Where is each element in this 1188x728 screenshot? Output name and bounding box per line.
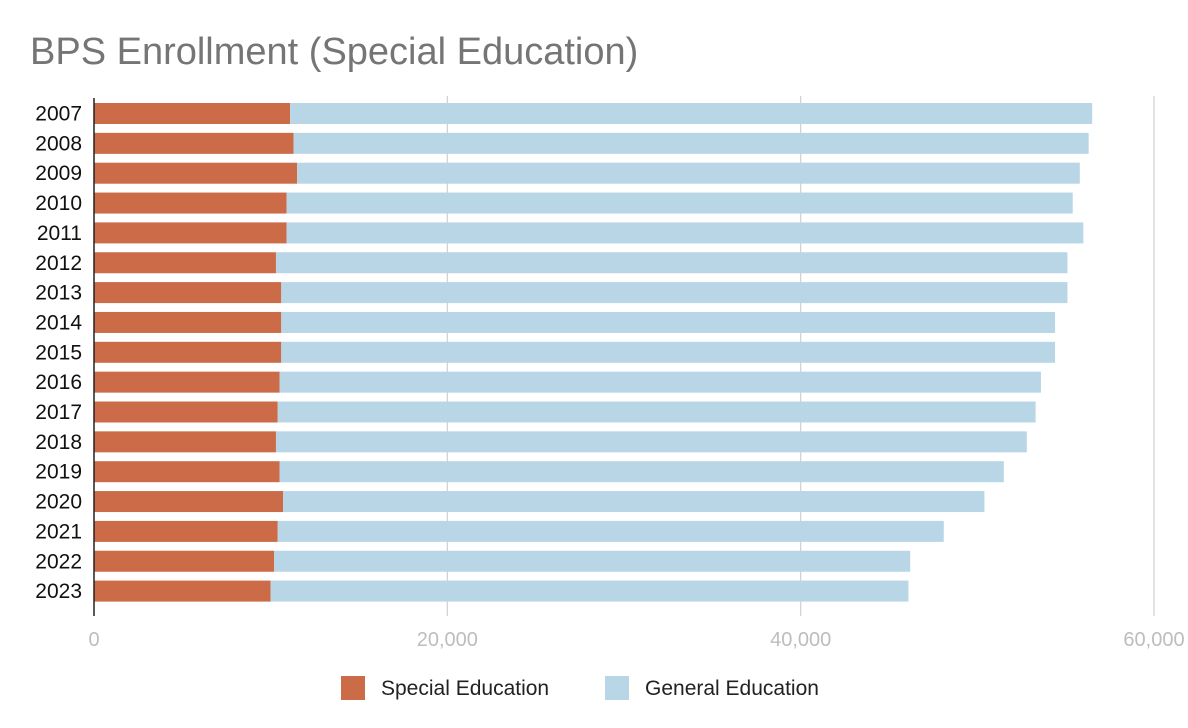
bar-special-education bbox=[94, 132, 294, 154]
bar-general-education bbox=[277, 520, 944, 542]
category-label: 2021 bbox=[35, 520, 82, 543]
bar-general-education bbox=[275, 252, 1068, 274]
bar-special-education bbox=[94, 580, 271, 602]
bar-general-education bbox=[270, 580, 909, 602]
category-label: 2019 bbox=[35, 461, 82, 484]
category-label: 2023 bbox=[35, 580, 82, 603]
category-label: 2015 bbox=[35, 341, 82, 364]
category-label: 2009 bbox=[35, 162, 82, 185]
bar-special-education bbox=[94, 461, 280, 483]
bar-general-education bbox=[274, 550, 911, 572]
category-label: 2010 bbox=[35, 192, 82, 215]
category-label: 2013 bbox=[35, 282, 82, 305]
bar-general-education bbox=[277, 401, 1036, 423]
bar-general-education bbox=[281, 311, 1056, 333]
bar-special-education bbox=[94, 103, 291, 124]
bar-general-education bbox=[275, 431, 1027, 453]
bar-special-education bbox=[94, 311, 282, 333]
bar-special-education bbox=[94, 520, 278, 542]
bar-special-education bbox=[94, 252, 276, 274]
chart-title: BPS Enrollment (Special Education) bbox=[30, 31, 638, 73]
x-tick-label: 0 bbox=[88, 629, 99, 651]
category-label: 2008 bbox=[35, 132, 82, 155]
bar-special-education bbox=[94, 282, 282, 304]
legend-label: General Education bbox=[645, 677, 819, 700]
bar-special-education bbox=[94, 192, 287, 214]
legend: Special Education General Education bbox=[341, 676, 819, 700]
bar-special-education bbox=[94, 371, 280, 393]
x-tick-label: 60,000 bbox=[1123, 629, 1184, 651]
bar-general-education bbox=[281, 282, 1068, 304]
bars bbox=[94, 103, 1093, 602]
bar-general-education bbox=[286, 192, 1073, 214]
category-label: 2017 bbox=[35, 401, 82, 424]
x-tick-labels: 0 20,000 40,000 60,000 bbox=[88, 629, 1184, 651]
bar-special-education bbox=[94, 401, 278, 423]
bar-general-education bbox=[286, 222, 1084, 244]
legend-label: Special Education bbox=[381, 677, 549, 700]
bar-special-education bbox=[94, 431, 276, 453]
bar-general-education bbox=[293, 132, 1089, 154]
bar-general-education bbox=[281, 341, 1056, 363]
bar-general-education bbox=[279, 371, 1041, 393]
bar-general-education bbox=[279, 461, 1004, 483]
category-label: 2012 bbox=[35, 252, 82, 275]
bar-special-education bbox=[94, 222, 287, 244]
legend-swatch bbox=[605, 676, 629, 700]
category-label: 2007 bbox=[35, 103, 82, 126]
bar-general-education bbox=[297, 162, 1080, 184]
bar-special-education bbox=[94, 341, 282, 363]
category-label: 2018 bbox=[35, 431, 82, 454]
category-label: 2020 bbox=[35, 491, 82, 514]
bar-special-education bbox=[94, 162, 298, 184]
category-label: 2022 bbox=[35, 550, 82, 573]
bar-special-education bbox=[94, 491, 284, 513]
category-label: 2014 bbox=[35, 311, 82, 334]
x-tick-label: 20,000 bbox=[417, 629, 478, 651]
category-label: 2011 bbox=[37, 222, 82, 245]
category-label: 2016 bbox=[35, 371, 82, 394]
bar-special-education bbox=[94, 550, 275, 572]
legend-swatch bbox=[341, 676, 365, 700]
bar-general-education bbox=[290, 103, 1093, 124]
category-labels: 2007 2008 2009 2010 2011 2012 2013 2014 2015 2016… bbox=[35, 103, 82, 604]
x-tick-label: 40,000 bbox=[770, 629, 831, 651]
bar-general-education bbox=[283, 491, 985, 513]
